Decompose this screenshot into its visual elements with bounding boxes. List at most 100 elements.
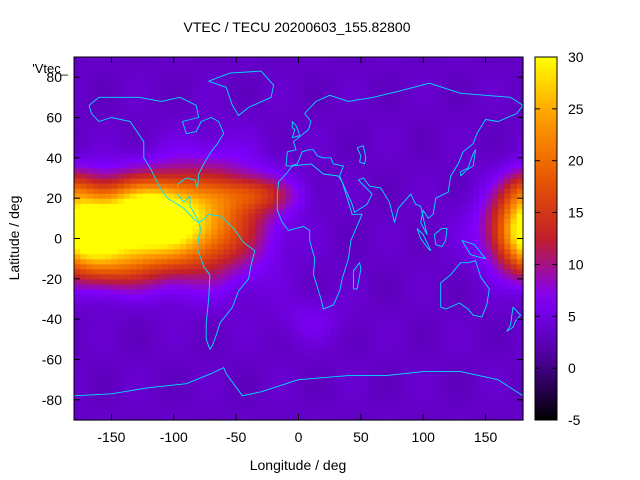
heatmap-cell <box>392 329 399 335</box>
heatmap-cell <box>429 253 437 260</box>
heatmap-cell <box>498 364 505 371</box>
heatmap-cell <box>485 198 493 204</box>
heatmap-cell <box>111 389 119 396</box>
heatmap-cell <box>180 238 187 245</box>
heatmap-cell <box>435 374 443 381</box>
heatmap-cell <box>204 117 212 124</box>
heatmap-cell <box>373 233 381 240</box>
heatmap-cell <box>198 283 206 290</box>
heatmap-cell <box>111 404 119 411</box>
heatmap-cell <box>123 278 131 285</box>
heatmap-cell <box>323 369 331 376</box>
heatmap-cell <box>292 167 300 174</box>
heatmap-cell <box>286 77 293 83</box>
heatmap-cell <box>167 132 175 139</box>
heatmap-cell <box>279 248 287 255</box>
heatmap-cell <box>74 349 81 356</box>
heatmap-cell <box>466 162 474 169</box>
heatmap-cell <box>379 147 387 154</box>
heatmap-cell <box>435 92 443 98</box>
heatmap-cell <box>217 354 225 361</box>
heatmap-cell <box>273 409 281 416</box>
heatmap-cell <box>510 253 518 260</box>
heatmap-cell <box>516 102 524 109</box>
heatmap-cell <box>273 157 281 164</box>
heatmap-cell <box>466 288 474 295</box>
heatmap-cell <box>155 309 162 315</box>
heatmap-cell <box>329 112 337 119</box>
heatmap-cell <box>460 218 468 224</box>
heatmap-cell <box>161 107 169 114</box>
heatmap-cell <box>404 198 412 204</box>
heatmap-cell <box>229 223 237 230</box>
heatmap-cell <box>198 384 206 391</box>
heatmap-cell <box>298 293 306 300</box>
heatmap-cell <box>98 178 106 184</box>
heatmap-cell <box>223 273 231 280</box>
heatmap-cell <box>385 117 393 124</box>
heatmap-cell <box>123 243 131 250</box>
heatmap-cell <box>473 137 480 144</box>
heatmap-cell <box>429 228 437 235</box>
heatmap-cell <box>236 384 243 391</box>
heatmap-cell <box>448 112 456 119</box>
heatmap-cell <box>86 349 94 356</box>
heatmap-cell <box>273 309 281 315</box>
heatmap-cell <box>80 157 88 164</box>
heatmap-cell <box>348 117 356 124</box>
heatmap-cell <box>435 112 443 119</box>
heatmap-cell <box>398 167 406 174</box>
heatmap-cell <box>466 132 474 139</box>
heatmap-cell <box>323 142 331 149</box>
heatmap-cell <box>360 364 368 371</box>
heatmap-cell <box>261 102 268 109</box>
heatmap-cell <box>236 152 243 159</box>
heatmap-cell <box>242 193 250 199</box>
heatmap-cell <box>229 172 237 179</box>
heatmap-cell <box>167 92 175 98</box>
heatmap-cell <box>74 364 81 371</box>
heatmap-cell <box>348 364 356 371</box>
heatmap-cell <box>236 283 243 290</box>
heatmap-cell <box>261 178 268 184</box>
heatmap-cell <box>236 369 243 376</box>
heatmap-cell <box>473 243 480 250</box>
heatmap-cell <box>441 314 449 320</box>
heatmap-cell <box>236 147 243 154</box>
heatmap-cell <box>298 167 306 174</box>
heatmap-cell <box>317 122 325 129</box>
heatmap-cell <box>298 263 306 270</box>
heatmap-cell <box>86 72 94 78</box>
heatmap-cell <box>516 354 524 361</box>
heatmap-cell <box>198 102 206 109</box>
heatmap-cell <box>348 203 356 209</box>
heatmap-cell <box>373 299 381 305</box>
heatmap-cell <box>348 253 356 260</box>
heatmap-cell <box>236 379 243 386</box>
heatmap-cell <box>279 97 287 103</box>
heatmap-cell <box>379 162 387 169</box>
heatmap-cell <box>198 203 206 209</box>
heatmap-cell <box>510 72 518 78</box>
heatmap-cell <box>261 283 268 290</box>
heatmap-cell <box>223 178 231 184</box>
heatmap-cell <box>155 379 162 386</box>
heatmap-cell <box>392 223 399 230</box>
heatmap-cell <box>454 87 462 93</box>
heatmap-cell <box>98 167 106 174</box>
heatmap-cell <box>273 394 281 401</box>
heatmap-cell <box>304 384 312 391</box>
heatmap-cell <box>360 77 368 83</box>
heatmap-cell <box>155 213 162 219</box>
heatmap-cell <box>379 218 387 224</box>
heatmap-cell <box>130 374 137 381</box>
heatmap-cell <box>161 167 169 174</box>
heatmap-cell <box>204 162 212 169</box>
heatmap-cell <box>498 72 505 78</box>
heatmap-cell <box>98 82 106 88</box>
heatmap-cell <box>398 82 406 88</box>
heatmap-cell <box>448 127 456 134</box>
heatmap-cell <box>173 157 181 164</box>
heatmap-cell <box>485 228 493 235</box>
heatmap-cell <box>454 152 462 159</box>
